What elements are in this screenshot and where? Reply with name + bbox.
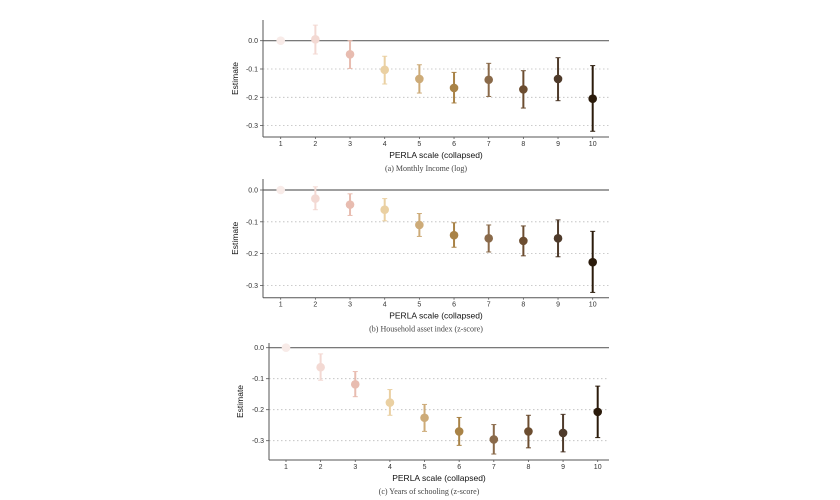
x-tick-label: 7 bbox=[487, 141, 491, 148]
x-tick-label: 5 bbox=[417, 302, 421, 309]
x-tick-label: 6 bbox=[452, 302, 456, 309]
estimate-point bbox=[311, 34, 320, 44]
y-tick-label: -0.2 bbox=[246, 251, 258, 258]
x-tick-label: 4 bbox=[383, 141, 387, 148]
x-tick-label: 1 bbox=[279, 141, 283, 148]
estimate-point bbox=[311, 194, 320, 203]
estimate-point bbox=[519, 85, 528, 94]
estimate-point bbox=[553, 234, 563, 243]
x-tick-label: 3 bbox=[353, 464, 357, 471]
estimate-point bbox=[454, 427, 464, 436]
panel-caption: (a) Monthly Income (log) bbox=[385, 164, 467, 173]
x-tick-label: 6 bbox=[452, 141, 456, 148]
x-axis-label: PERLA scale (collapsed) bbox=[392, 473, 486, 483]
x-tick-label: 1 bbox=[279, 302, 283, 309]
y-tick-label: -0.1 bbox=[252, 376, 264, 383]
estimate-point bbox=[588, 94, 597, 104]
y-tick-label: -0.2 bbox=[246, 95, 258, 102]
y-tick-label: -0.2 bbox=[252, 407, 264, 414]
x-tick-label: 2 bbox=[313, 141, 317, 148]
panel-caption: (b) Household asset index (z-score) bbox=[369, 325, 483, 334]
x-tick-label: 3 bbox=[348, 141, 352, 148]
x-tick-label: 9 bbox=[556, 302, 560, 309]
x-tick-label: 10 bbox=[589, 141, 597, 148]
estimate-point bbox=[593, 407, 602, 417]
panel-b: 0.0 -0.1 -0.2 -0.3 1 2 3 4 5 6 7 8 9 10 PERLA scale (c… bbox=[230, 179, 609, 334]
estimate-point bbox=[380, 205, 390, 215]
x-tick-label: 2 bbox=[313, 302, 317, 309]
estimate-point bbox=[350, 379, 360, 389]
x-tick-label: 9 bbox=[561, 464, 565, 471]
estimate-point bbox=[524, 427, 533, 436]
estimate-point bbox=[489, 435, 499, 444]
x-tick-label: 4 bbox=[383, 302, 387, 309]
estimate-point bbox=[345, 49, 355, 59]
y-axis-label: Estimate bbox=[230, 222, 240, 255]
estimate-point bbox=[519, 236, 528, 246]
y-axis-label: Estimate bbox=[235, 385, 245, 418]
panel-a: 0.0 -0.1 -0.2 -0.3 1 2 3 4 5 6 7 8 9 10 PERLA scale (c… bbox=[230, 20, 609, 173]
estimate-point bbox=[316, 362, 325, 372]
x-tick-label: 5 bbox=[423, 464, 427, 471]
x-tick-label: 9 bbox=[556, 141, 560, 148]
x-axis-label: PERLA scale (collapsed) bbox=[389, 311, 483, 321]
x-tick-label: 5 bbox=[417, 141, 421, 148]
x-axis-label: PERLA scale (collapsed) bbox=[389, 150, 483, 160]
x-tick-label: 6 bbox=[457, 464, 461, 471]
estimate-point bbox=[553, 74, 563, 84]
x-tick-label: 3 bbox=[348, 302, 352, 309]
estimate-point bbox=[380, 65, 390, 75]
estimate-point bbox=[281, 343, 291, 353]
panel-caption: (c) Years of schooling (z-score) bbox=[379, 487, 480, 496]
y-tick-label: -0.3 bbox=[246, 123, 258, 130]
y-tick-label: 0.0 bbox=[248, 188, 258, 195]
y-tick-label: 0.0 bbox=[248, 38, 258, 45]
x-tick-label: 8 bbox=[521, 141, 525, 148]
estimate-point bbox=[345, 200, 355, 209]
y-tick-label: -0.1 bbox=[246, 219, 258, 226]
y-axis-label: Estimate bbox=[230, 62, 240, 95]
estimate-point bbox=[588, 257, 597, 267]
estimate-point bbox=[484, 234, 494, 243]
estimate-point bbox=[484, 75, 494, 85]
estimate-point bbox=[276, 185, 286, 195]
y-tick-label: 0.0 bbox=[254, 345, 264, 352]
estimate-point bbox=[415, 74, 424, 84]
x-tick-label: 4 bbox=[388, 464, 392, 471]
x-tick-label: 8 bbox=[526, 464, 530, 471]
estimate-point bbox=[415, 220, 424, 230]
y-tick-label: -0.1 bbox=[246, 67, 258, 74]
x-tick-label: 8 bbox=[521, 302, 525, 309]
estimate-point bbox=[558, 428, 568, 438]
estimate-point bbox=[449, 83, 459, 93]
x-tick-label: 7 bbox=[492, 464, 496, 471]
x-tick-label: 1 bbox=[284, 464, 288, 471]
x-tick-label: 2 bbox=[319, 464, 323, 471]
x-tick-label: 10 bbox=[594, 464, 602, 471]
x-tick-label: 7 bbox=[487, 302, 491, 309]
x-tick-label: 10 bbox=[589, 302, 597, 309]
estimate-point bbox=[385, 398, 395, 407]
estimate-point bbox=[276, 36, 286, 45]
estimate-point bbox=[420, 413, 429, 423]
panel-c: 0.0 -0.1 -0.2 -0.3 1 2 3 4 5 6 7 8 9 10 PERLA scale (c… bbox=[235, 343, 609, 496]
estimate-point bbox=[449, 230, 459, 240]
y-tick-label: -0.3 bbox=[252, 438, 264, 445]
y-tick-label: -0.3 bbox=[246, 283, 258, 290]
